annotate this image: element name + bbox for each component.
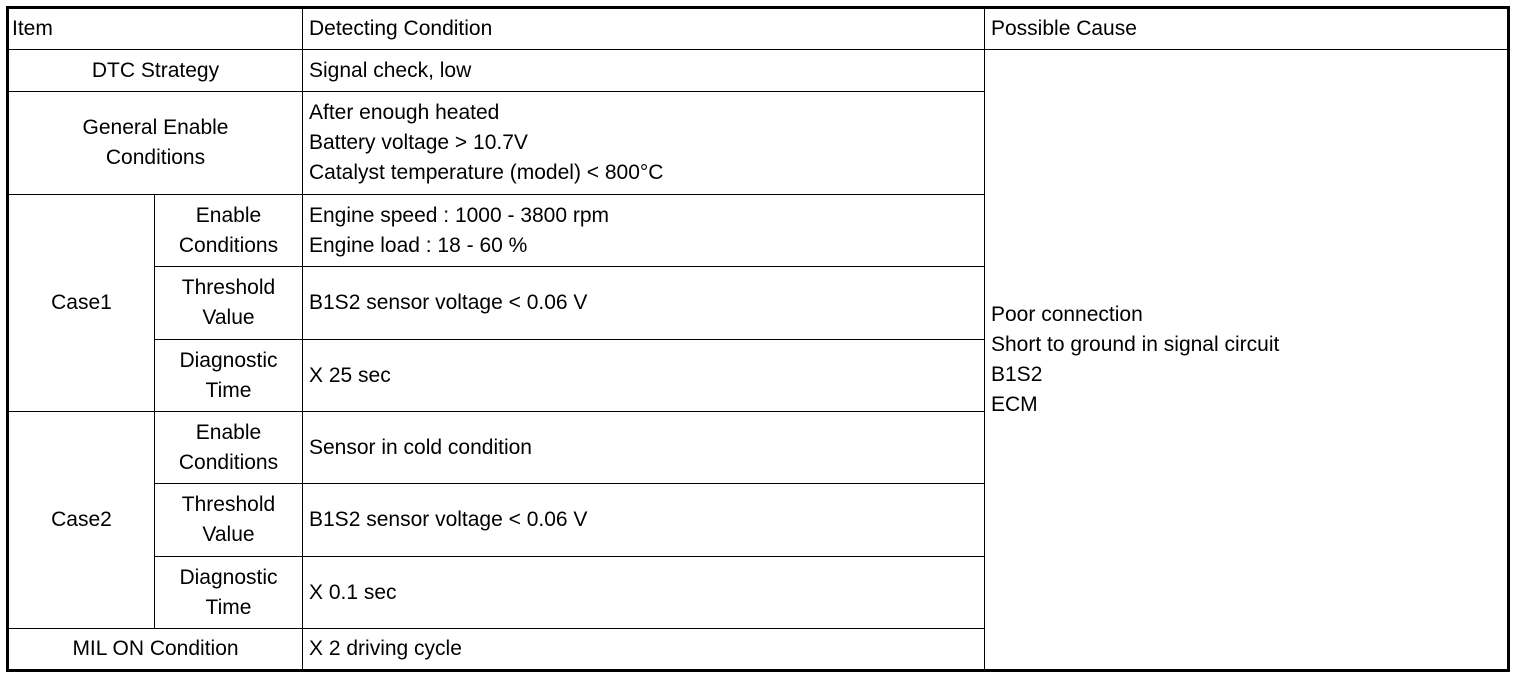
cell-line: Catalyst temperature (model) < 800°C xyxy=(309,161,664,184)
header-cell: Possible Cause xyxy=(984,7,1509,50)
cell-line: Conditions xyxy=(178,450,279,474)
table-row: Case2 Enable Conditions Sensor in cold cond… xyxy=(7,411,1509,629)
cell-line: X 0.1 sec xyxy=(309,580,397,604)
condition-cell: After enough heated Battery voltage > 10.… xyxy=(302,91,985,195)
group-cell: Case2 xyxy=(7,411,155,629)
cell-line: Enable xyxy=(195,203,262,227)
table-row: Diagnostic Time X 0.1 sec xyxy=(8,556,1509,629)
table-row: Case1 Enable Conditions Engine speed : 1000… xyxy=(7,194,1509,412)
cell-line: B1S2 sensor voltage < 0.06 V xyxy=(309,508,588,531)
table-body: Item Detecting Condition Possible Cause DTC… xyxy=(7,7,1509,671)
item-cell: Enable Conditions xyxy=(154,411,303,484)
cell-line: General Enable xyxy=(82,116,229,139)
header-cell: Detecting Condition xyxy=(302,7,985,50)
condition-cell: X 0.1 sec xyxy=(302,556,985,629)
cell-line: Short to ground in signal circuit xyxy=(991,332,1280,356)
cell-line: Threshold xyxy=(181,276,276,299)
item-cell: General Enable Conditions xyxy=(7,91,303,195)
item-cell: MIL ON Condition xyxy=(7,628,303,671)
table-row: Diagnostic Time X 25 sec xyxy=(8,339,1509,412)
cell-line: DTC Strategy xyxy=(91,58,220,82)
cell-line: Conditions xyxy=(105,146,206,169)
cell-line: ECM xyxy=(991,392,1038,416)
cell-line: Engine load : 18 - 60 % xyxy=(309,233,528,257)
cell-line: B1S2 sensor voltage < 0.06 V xyxy=(309,291,588,314)
cell-line: Engine speed : 1000 - 3800 rpm xyxy=(309,203,610,227)
condition-cell: B1S2 sensor voltage < 0.06 V xyxy=(302,483,985,557)
item-cell: Diagnostic Time xyxy=(154,556,303,629)
item-cell: DTC Strategy xyxy=(7,49,303,92)
cell-line: Enable xyxy=(195,420,262,444)
cell-line: Time xyxy=(205,595,252,619)
condition-cell: Signal check, low xyxy=(302,49,985,92)
cause-cell: Poor connection Short to ground in signal… xyxy=(984,49,1509,671)
header-cell: Item xyxy=(7,7,303,50)
item-cell: Enable Conditions xyxy=(154,194,303,267)
cell-line: Battery voltage > 10.7V xyxy=(309,131,528,154)
cell-line: Diagnostic xyxy=(179,565,278,589)
cell-line: Value xyxy=(202,523,255,546)
condition-cell: B1S2 sensor voltage < 0.06 V xyxy=(302,266,985,340)
cell-line: B1S2 xyxy=(991,362,1043,386)
dtc-table: Item Detecting Condition Possible Cause DTC… xyxy=(6,6,1510,672)
cell-line: Signal check, low xyxy=(309,58,472,82)
cell-line: Threshold xyxy=(181,493,276,516)
item-cell: Threshold Value xyxy=(154,483,303,557)
table-row: Item Detecting Condition Possible Cause xyxy=(7,7,1509,50)
condition-cell: X 25 sec xyxy=(302,339,985,412)
group-cell: Case1 xyxy=(7,194,155,412)
cell-line: After enough heated xyxy=(309,101,500,124)
condition-cell: Sensor in cold condition xyxy=(302,411,985,484)
table-row: Threshold Value B1S2 sensor voltage < 0.06… xyxy=(8,483,1509,557)
cell-line: Diagnostic xyxy=(179,348,278,372)
cell-line: Conditions xyxy=(178,233,279,257)
table-row: MIL ON Condition X 2 driving cycle xyxy=(7,628,1509,671)
cell-line: Sensor in cold condition xyxy=(309,435,532,459)
table-row: General Enable Conditions After enough hea… xyxy=(7,91,1509,195)
cell-line: Value xyxy=(202,306,255,329)
cell-line: MIL ON Condition xyxy=(72,637,239,660)
condition-cell: Engine speed : 1000 - 3800 rpm Engine loa… xyxy=(302,194,985,267)
condition-cell: X 2 driving cycle xyxy=(302,628,985,671)
cell-line: X 25 sec xyxy=(309,363,391,387)
table-row: DTC Strategy Signal check, low Poor connec… xyxy=(7,49,1509,671)
cell-line: Time xyxy=(205,378,252,402)
item-cell: Diagnostic Time xyxy=(154,339,303,412)
item-cell: Threshold Value xyxy=(154,266,303,340)
cell-line: X 2 driving cycle xyxy=(309,637,462,660)
cell-line: Poor connection xyxy=(991,302,1143,326)
